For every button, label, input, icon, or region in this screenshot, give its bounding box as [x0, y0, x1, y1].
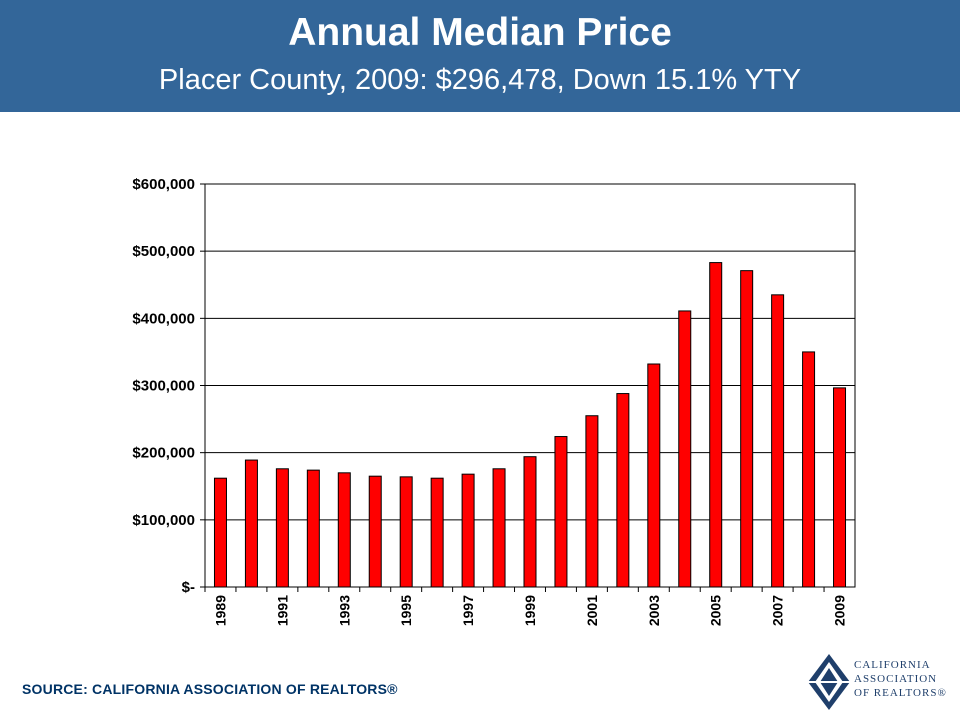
x-tick-label: 2005: [708, 595, 724, 626]
bar-1994: [368, 475, 382, 588]
page-title: Annual Median Price: [288, 11, 672, 54]
bar-2009: [833, 387, 847, 588]
bar-2000: [554, 436, 568, 588]
source-note: SOURCE: CALIFORNIA ASSOCIATION OF REALTO…: [22, 681, 398, 697]
bar-2004: [678, 310, 692, 588]
x-tick-label: 1989: [212, 595, 228, 626]
bar-2005: [709, 262, 723, 588]
bar-1990: [244, 459, 258, 588]
page-subtitle: Placer County, 2009: $296,478, Down 15.1…: [158, 64, 802, 96]
bar-1992: [306, 469, 320, 588]
header-banner: Annual Median Price Placer County, 2009:…: [0, 0, 960, 112]
bar-1997: [461, 473, 475, 588]
x-tick-label: 1999: [522, 595, 538, 626]
car-logo-text: CALIFORNIA ASSOCIATION OF REALTORS®: [854, 658, 947, 700]
x-tick-label: 1991: [274, 595, 290, 626]
logo-line-3: OF REALTORS®: [854, 687, 947, 699]
x-tick-label: 1993: [336, 595, 352, 626]
bar-2002: [616, 393, 630, 588]
bar-2003: [647, 363, 661, 588]
bar-1999: [523, 456, 537, 588]
logo-line-1: CALIFORNIA: [854, 659, 931, 671]
bar-1993: [337, 472, 351, 588]
car-logo: CALIFORNIA ASSOCIATION OF REALTORS®: [806, 652, 946, 714]
bar-1998: [492, 468, 506, 588]
x-tick-label: 2009: [832, 595, 848, 626]
bar-2008: [802, 351, 816, 588]
y-tick-label: $400,000: [132, 310, 195, 327]
y-tick-label: $600,000: [132, 176, 195, 193]
bar-1995: [399, 476, 413, 588]
y-tick-label: $100,000: [132, 512, 195, 529]
y-tick-label: $200,000: [132, 445, 195, 462]
x-tick-label: 2001: [584, 595, 600, 626]
x-tick-label: 2007: [770, 595, 786, 626]
y-tick-label: $300,000: [132, 378, 195, 395]
bar-2001: [585, 415, 599, 588]
x-tick-label: 1995: [398, 595, 414, 626]
bar-1996: [430, 477, 444, 588]
x-tick-label: 1997: [460, 595, 476, 626]
logo-line-2: ASSOCIATION: [854, 673, 938, 685]
car-logo-icon: [808, 654, 850, 710]
y-tick-label: $500,000: [132, 243, 195, 260]
bar-1989: [213, 477, 227, 588]
bar-chart: $- $100,000 $200,000 $300,000 $400,000 $500,0…: [132, 176, 856, 626]
x-tick-label: 2003: [646, 595, 662, 626]
bar-1991: [275, 468, 289, 588]
y-tick-label: $-: [182, 579, 195, 596]
bar-2007: [771, 294, 785, 588]
bar-2006: [740, 270, 754, 588]
